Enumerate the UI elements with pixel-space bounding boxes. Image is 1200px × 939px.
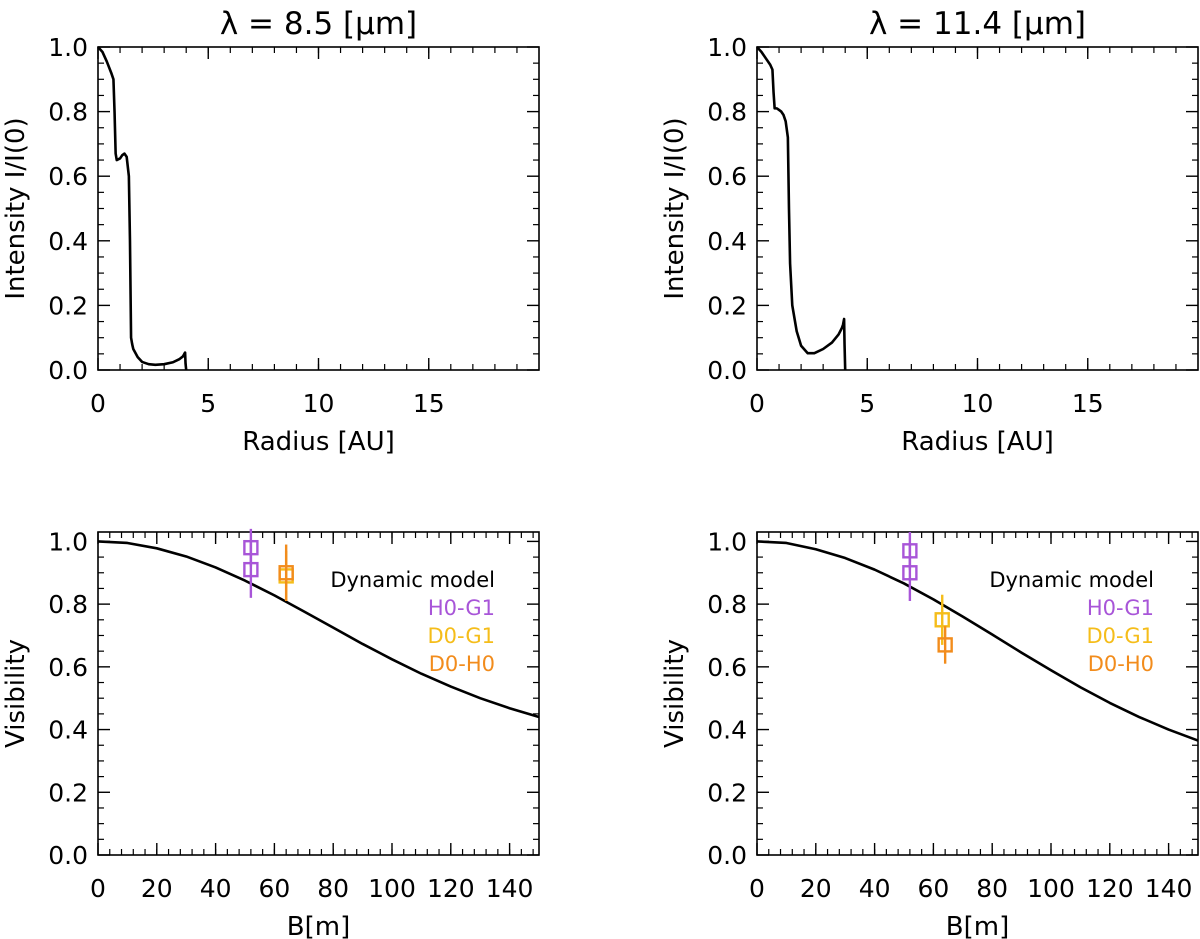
y-tick-label: 0.2 xyxy=(707,778,747,807)
x-tick-label: 80 xyxy=(976,874,1008,903)
plot-frame xyxy=(756,531,1199,856)
y-tick-label: 1.0 xyxy=(48,527,88,556)
x-tick-label: 80 xyxy=(317,874,349,903)
x-tick-label: 20 xyxy=(800,874,832,903)
x-tick-label: 0 xyxy=(90,874,106,903)
y-tick-label: 0.8 xyxy=(707,98,747,127)
y-tick-label: 0.6 xyxy=(48,653,88,682)
y-tick-label: 0.6 xyxy=(707,162,747,191)
x-tick-label: 140 xyxy=(486,874,534,903)
y-tick-label: 0.6 xyxy=(48,162,88,191)
x-tick-label: 40 xyxy=(200,874,232,903)
legend-title: Dynamic model xyxy=(330,568,495,592)
marker-d0-h0 xyxy=(278,565,294,581)
x-tick-label: 100 xyxy=(1027,874,1075,903)
model-curve xyxy=(756,540,1199,742)
marker-d0-h0 xyxy=(937,637,953,653)
x-tick-label: 120 xyxy=(427,874,475,903)
y-tick-label: 0.8 xyxy=(48,98,88,127)
model-curve xyxy=(97,46,188,371)
x-axis-label: Radius [AU] xyxy=(901,427,1054,457)
y-tick-label: 0.0 xyxy=(48,841,88,870)
legend-entry-d0-h0: D0-H0 xyxy=(429,652,495,676)
x-tick-label: 0 xyxy=(90,389,106,418)
y-tick-label: 0.2 xyxy=(48,778,88,807)
x-tick-label: 60 xyxy=(917,874,949,903)
x-tick-label: 10 xyxy=(962,389,994,418)
y-tick-label: 0.4 xyxy=(48,227,88,256)
marker-h0-g1 xyxy=(243,561,259,578)
y-tick-label: 0.2 xyxy=(48,291,88,320)
plot-frame xyxy=(756,46,1199,371)
x-tick-label: 60 xyxy=(258,874,290,903)
marker-d0-g1 xyxy=(934,612,950,628)
panel-3: 0 20 40 60 80 100 120 140 0.0 0.2 0.4 0.6 0.8 1.0 B[m]… xyxy=(1,527,540,939)
y-axis-label: Intensity I/I(0) xyxy=(660,117,690,299)
legend-title: Dynamic model xyxy=(989,568,1154,592)
panel-title: λ = 11.4 [μm] xyxy=(869,6,1086,42)
x-tick-label: 40 xyxy=(859,874,891,903)
x-tick-label: 100 xyxy=(368,874,416,903)
x-axis-label: B[m] xyxy=(287,912,350,939)
legend-entry-h0-g1: H0-G1 xyxy=(428,596,495,620)
x-tick-label: 0 xyxy=(749,389,765,418)
model-curve xyxy=(97,540,540,719)
x-axis-label: Radius [AU] xyxy=(242,427,395,457)
y-tick-label: 1.0 xyxy=(48,33,88,62)
y-axis-label: Visibility xyxy=(1,639,31,748)
panel-title: λ = 8.5 [μm] xyxy=(220,6,417,42)
y-tick-label: 0.8 xyxy=(48,590,88,619)
x-tick-label: 5 xyxy=(859,389,875,418)
legend-entry-d0-g1: D0-G1 xyxy=(1086,624,1154,648)
y-tick-label: 0.0 xyxy=(707,841,747,870)
y-tick-label: 1.0 xyxy=(707,527,747,556)
x-tick-label: 5 xyxy=(200,389,216,418)
y-tick-label: 1.0 xyxy=(707,33,747,62)
legend-entry-h0-g1: H0-G1 xyxy=(1087,596,1154,620)
y-tick-label: 0.6 xyxy=(707,653,747,682)
y-tick-label: 0.0 xyxy=(48,356,88,385)
panel-4: 0 20 40 60 80 100 120 140 0.0 0.2 0.4 0.6 0.8 1.0 B[m]… xyxy=(660,527,1199,939)
y-tick-label: 0.2 xyxy=(707,291,747,320)
plot-frame xyxy=(97,46,540,371)
x-tick-label: 15 xyxy=(413,389,445,418)
x-axis-label: B[m] xyxy=(946,912,1009,939)
plot-frame xyxy=(97,531,540,856)
y-tick-label: 0.4 xyxy=(707,716,747,745)
x-tick-label: 10 xyxy=(303,389,335,418)
y-axis-label: Visibility xyxy=(660,639,690,748)
marker-h0-g1 xyxy=(902,565,918,581)
x-tick-label: 15 xyxy=(1072,389,1104,418)
y-tick-label: 0.4 xyxy=(707,227,747,256)
y-tick-label: 0.4 xyxy=(48,716,88,745)
y-tick-label: 0.0 xyxy=(707,356,747,385)
legend-entry-d0-h0: D0-H0 xyxy=(1088,652,1154,676)
x-tick-label: 0 xyxy=(749,874,765,903)
x-tick-label: 120 xyxy=(1086,874,1134,903)
legend-entry-d0-g1: D0-G1 xyxy=(427,624,495,648)
x-tick-label: 140 xyxy=(1145,874,1193,903)
model-curve xyxy=(756,46,847,371)
y-axis-label: Intensity I/I(0) xyxy=(1,117,31,299)
x-tick-label: 20 xyxy=(141,874,173,903)
y-tick-label: 0.8 xyxy=(707,590,747,619)
panel-2: 0 5 10 15 0.0 0.2 0.4 0.6 0.8 1.0 Radius [AU] Inten… xyxy=(660,6,1199,457)
panel-1: 0 5 10 15 0.0 0.2 0.4 0.6 0.8 1.0 Radius [AU] Inten… xyxy=(1,6,540,457)
